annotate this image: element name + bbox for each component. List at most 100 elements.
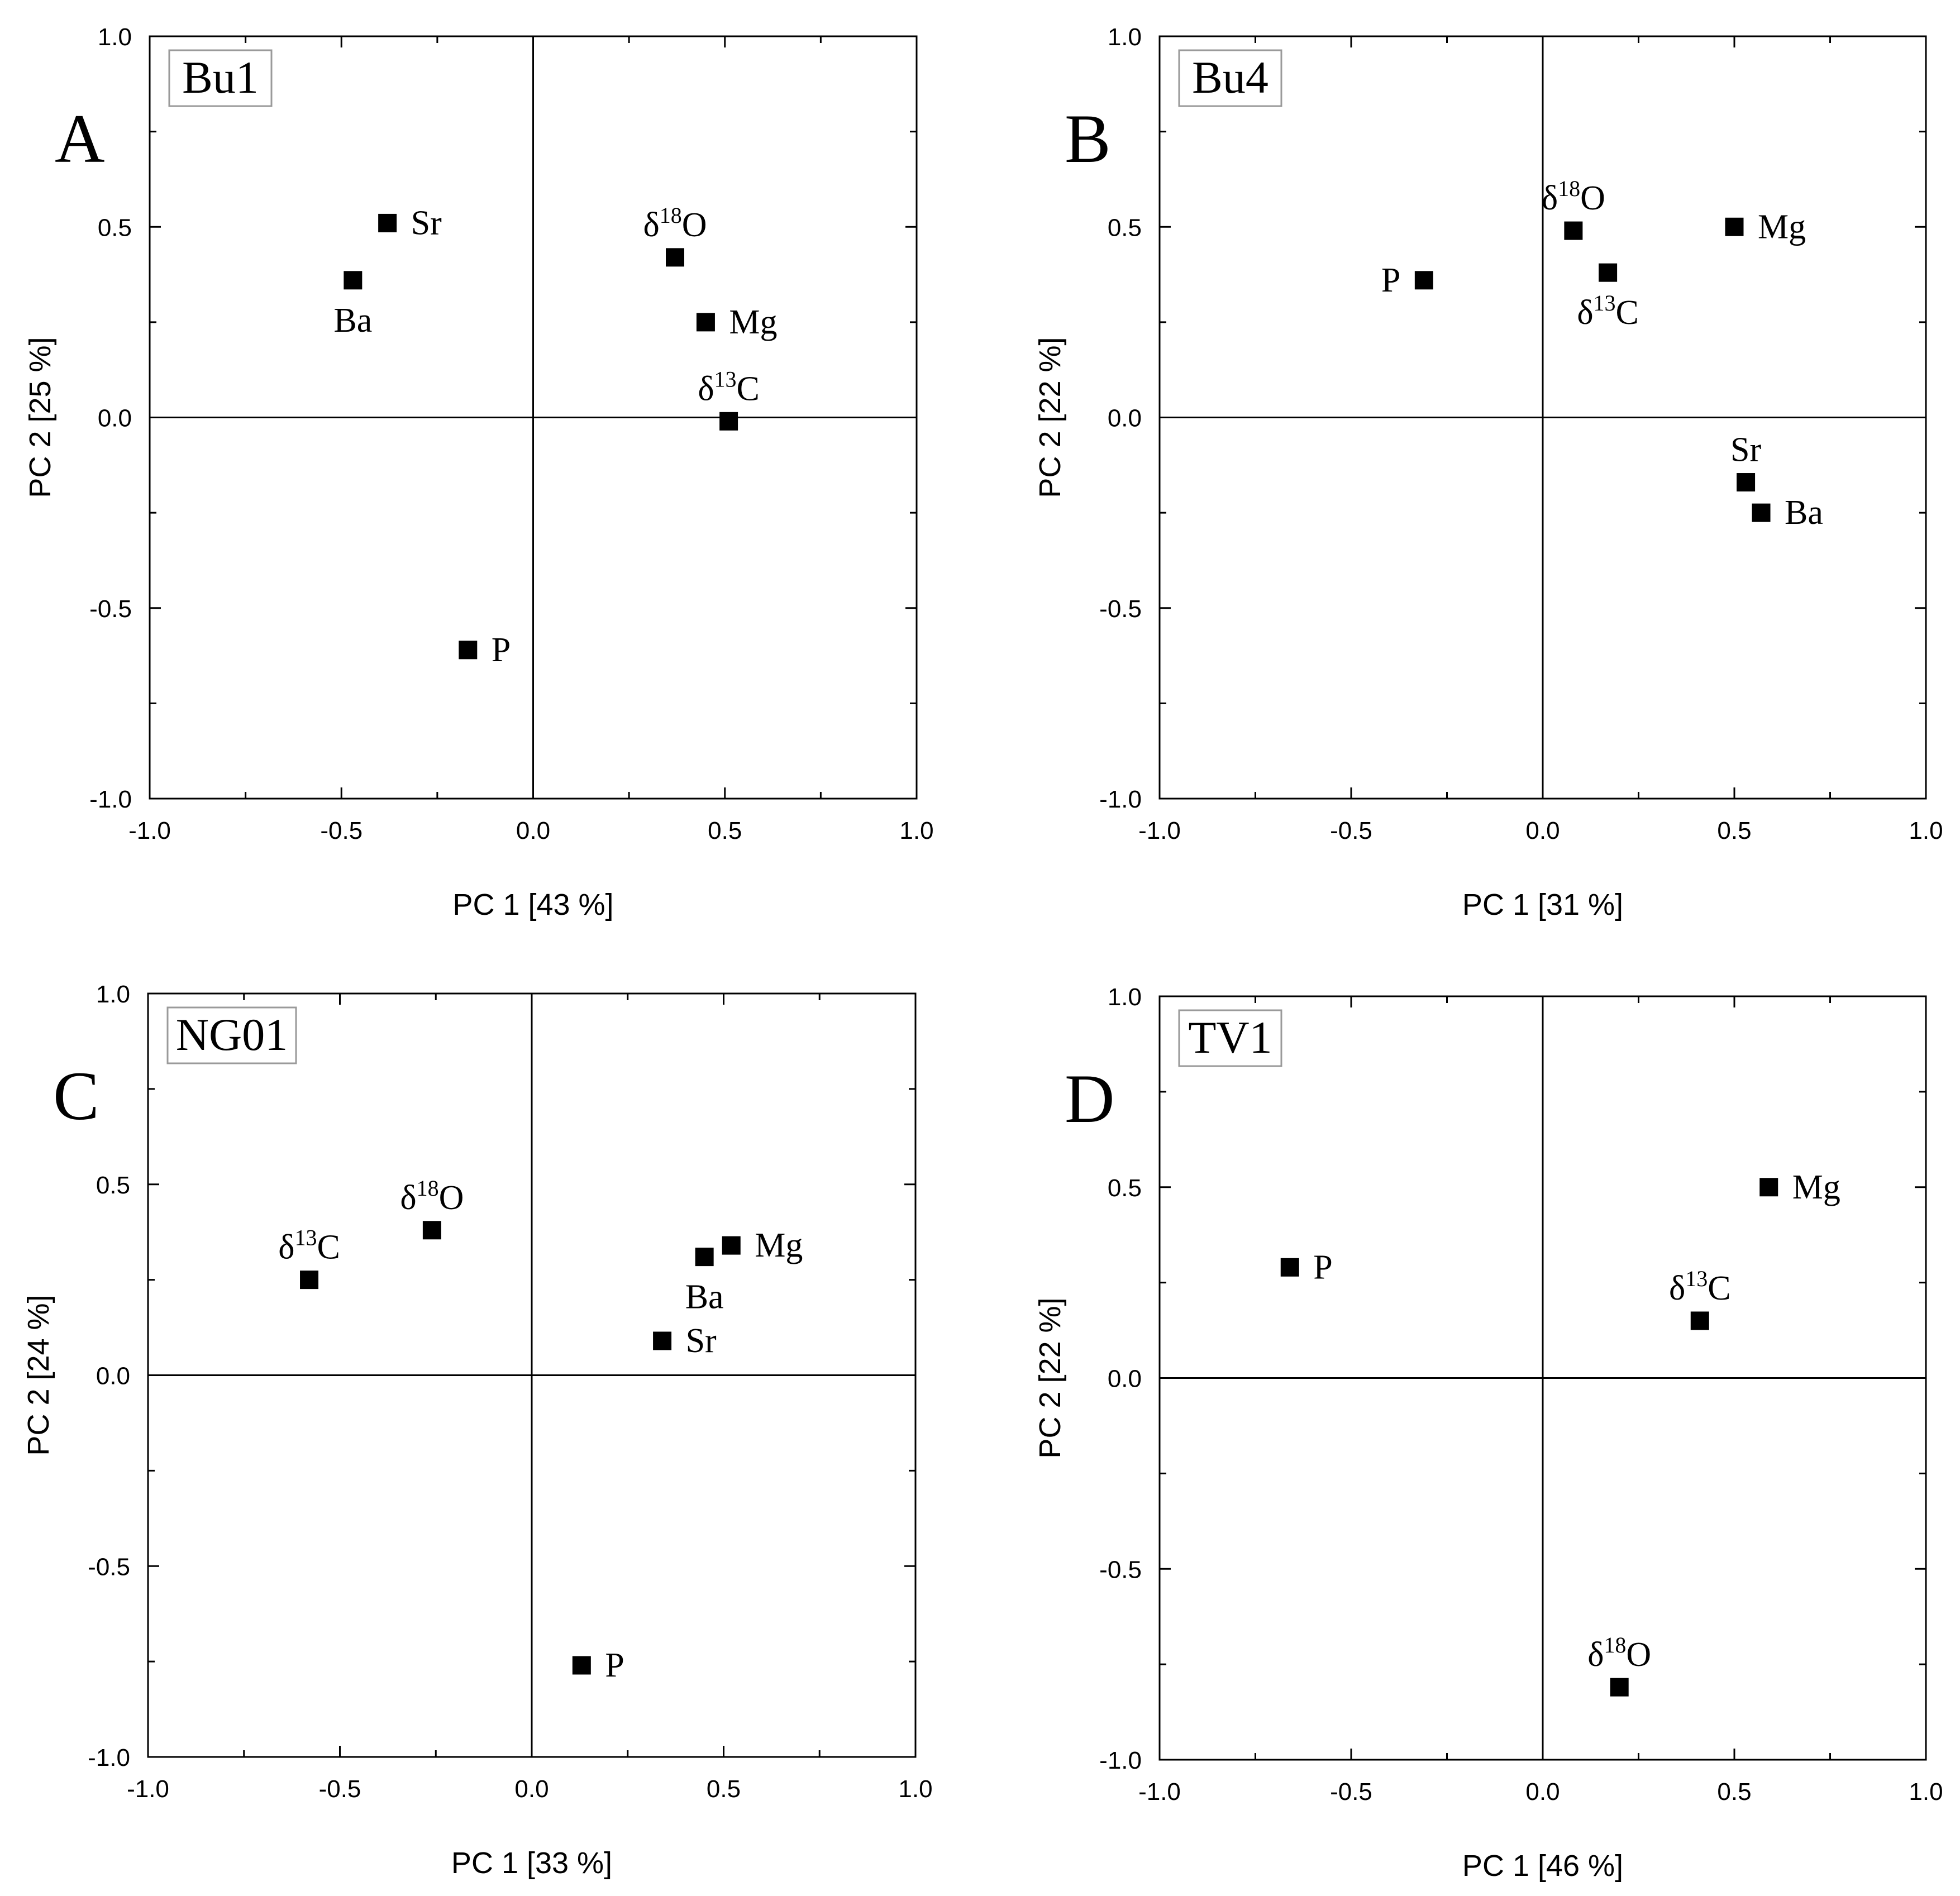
point-label: Sr [411,204,442,242]
panel-letter: B [1065,101,1111,177]
y-tick-label: -0.5 [89,595,132,623]
point-label: δ18O [1542,176,1605,217]
point-label: δ18O [643,203,707,244]
sample-name-box [168,49,273,107]
x-tick-label: 0.0 [514,1775,549,1803]
data-point [344,271,363,290]
x-tick-label: -0.5 [319,1775,361,1803]
x-tick-label: -1.0 [1138,1778,1181,1806]
y-axis-title: PC 2 [22 %] [1033,1297,1067,1458]
point-label: Mg [755,1226,803,1264]
panel-letter: D [1065,1061,1115,1137]
x-tick-label: -1.0 [127,1775,169,1803]
data-point [1759,1178,1778,1197]
x-tick-label: 1.0 [1909,1778,1943,1806]
x-tick-label: 0.5 [708,817,742,844]
y-tick-label: -1.0 [1099,786,1142,813]
data-point [572,1656,591,1675]
x-tick-label: -1.0 [128,817,171,844]
x-axis-title: PC 1 [31 %] [1462,888,1623,921]
x-tick-label: -0.5 [1330,817,1372,844]
data-point [666,248,685,267]
y-tick-label: 1.0 [96,981,130,1008]
sample-name: Bu4 [1192,52,1268,103]
y-tick-label: 0.0 [98,405,132,432]
point-label: δ13C [1669,1266,1731,1307]
x-tick-label: -0.5 [1330,1778,1372,1806]
point-label: Mg [729,303,777,341]
y-tick-label: 0.0 [96,1363,130,1390]
panel-letter: C [53,1058,99,1134]
y-tick-label: 1.0 [1108,983,1142,1011]
x-axis-title: PC 1 [33 %] [451,1846,612,1880]
x-axis-title: PC 1 [43 %] [452,888,613,921]
data-point [422,1221,441,1240]
y-tick-label: -1.0 [1099,1747,1142,1774]
x-tick-label: 0.0 [1525,1778,1560,1806]
point-label: Sr [1730,431,1761,469]
point-label: Mg [1792,1168,1840,1206]
data-point [378,213,397,232]
x-axis-title: PC 1 [46 %] [1462,1849,1623,1883]
data-point [1737,473,1756,492]
y-tick-label: 1.0 [98,23,132,51]
data-point [459,641,478,660]
x-tick-label: 0.5 [1717,1778,1751,1806]
point-label: Sr [686,1322,717,1360]
panel-letter: A [55,101,105,177]
y-tick-label: 0.5 [1108,1174,1142,1202]
data-point [1599,263,1618,282]
sample-name: TV1 [1188,1012,1272,1063]
sample-name-box [1178,49,1282,107]
data-point [722,1236,741,1255]
point-label: δ13C [278,1225,340,1267]
x-tick-label: 1.0 [898,1775,932,1803]
data-point [1280,1258,1299,1277]
y-tick-label: -1.0 [88,1744,130,1771]
panel-tv1: -1.0 -0.5 0.0 0.5 1.0 -1.0 -0.5 0.0 0.5 1.0 PC 1 [… [1033,983,1943,1883]
x-tick-label: 1.0 [1909,817,1943,844]
data-point [1564,221,1583,240]
x-tick-label: -0.5 [320,817,363,844]
point-label: P [1313,1248,1332,1286]
point-label: P [492,631,511,669]
x-tick-label: -1.0 [1138,817,1181,844]
data-point [1610,1678,1629,1697]
panel-ng01: -1.0 -0.5 0.0 0.5 1.0 -1.0 -0.5 0.0 0.5 1.0 PC 1 [… [22,981,933,1880]
point-label: Ba [333,302,372,340]
data-point [719,412,738,431]
data-point [1414,271,1433,290]
data-point [1752,503,1771,522]
point-label: Mg [1758,208,1806,246]
y-tick-label: -0.5 [88,1553,130,1580]
data-point [695,1248,714,1267]
y-tick-label: 0.5 [1108,214,1142,241]
sample-name: NG01 [176,1009,288,1060]
sample-name: Bu1 [182,52,259,103]
y-tick-label: 0.5 [98,214,132,241]
point-label: Ba [1785,494,1823,532]
y-tick-label: 0.0 [1108,405,1142,432]
data-point [300,1271,319,1290]
y-axis-title: PC 2 [25 %] [23,337,57,498]
x-tick-label: 1.0 [899,817,933,844]
y-axis-title: PC 2 [22 %] [1033,337,1067,498]
data-point [1725,217,1744,236]
panel-bu1: -1.0 -0.5 0.0 0.5 1.0 -1.0 -0.5 0.0 0.5 1.0 PC 1 [… [23,23,934,921]
point-label: P [605,1646,624,1684]
y-tick-label: 1.0 [1108,23,1142,51]
point-label: δ13C [1577,290,1639,332]
y-tick-label: 0.5 [96,1172,130,1199]
point-label: δ18O [400,1176,464,1217]
data-point [653,1331,672,1350]
y-tick-label: -0.5 [1099,1556,1142,1583]
y-tick-label: 0.0 [1108,1365,1142,1393]
point-label: P [1381,261,1400,299]
panel-bu4: -1.0 -0.5 0.0 0.5 1.0 -1.0 -0.5 0.0 0.5 1.0 PC 1 [… [1033,23,1943,921]
point-label: δ13C [698,366,760,408]
x-tick-label: 0.5 [707,1775,741,1803]
x-tick-label: 0.5 [1717,817,1751,844]
y-axis-title: PC 2 [24 %] [22,1295,55,1455]
sample-name-box [1178,1009,1282,1067]
